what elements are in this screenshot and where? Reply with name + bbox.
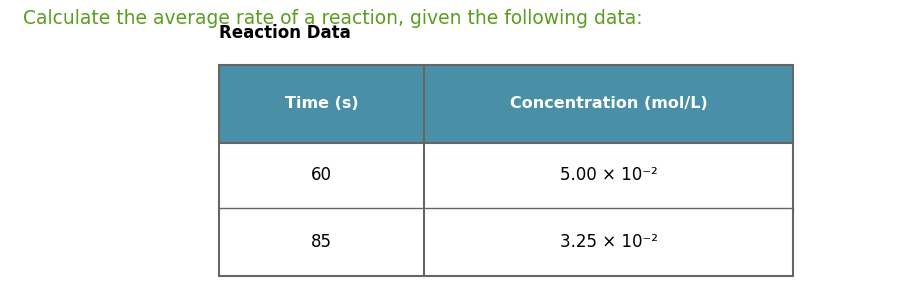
Bar: [219, 65, 793, 276]
Text: Concentration (mol/L): Concentration (mol/L): [509, 97, 707, 111]
Text: Reaction Data: Reaction Data: [219, 23, 350, 42]
Text: 60: 60: [311, 166, 332, 184]
Text: 5.00 × 10⁻²: 5.00 × 10⁻²: [559, 166, 657, 184]
Text: Calculate the average rate of a reaction, given the following data:: Calculate the average rate of a reaction…: [23, 9, 641, 28]
Bar: [219, 208, 793, 276]
Text: 85: 85: [311, 233, 332, 251]
Text: Time (s): Time (s): [284, 97, 358, 111]
Text: 3.25 × 10⁻²: 3.25 × 10⁻²: [559, 233, 657, 251]
Bar: [219, 143, 793, 208]
Bar: [219, 65, 793, 143]
